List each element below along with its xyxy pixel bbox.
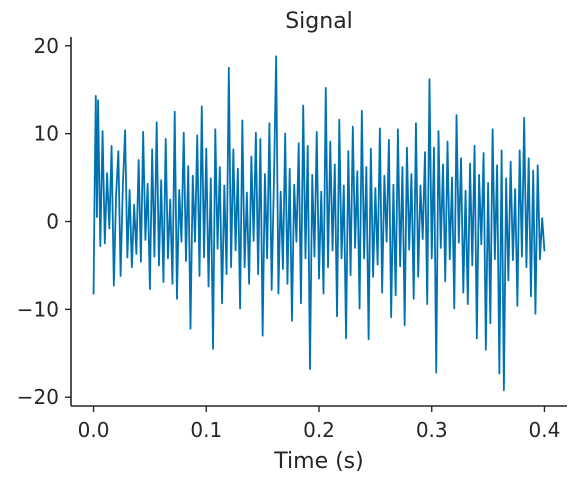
x-tick-label: 0.0 xyxy=(78,418,110,442)
signal-line xyxy=(92,55,546,392)
x-tick-label: 0.3 xyxy=(416,418,448,442)
y-tick-label: 20 xyxy=(34,34,59,58)
x-axis-ticks: 0.0 0.1 0.2 0.3 0.4 xyxy=(78,406,561,442)
x-axis-label: Time (s) xyxy=(273,449,363,474)
plot-series xyxy=(92,55,546,392)
x-tick-label: 0.1 xyxy=(190,418,222,442)
y-tick-label: 0 xyxy=(46,210,59,234)
y-tick-label: −20 xyxy=(17,385,59,409)
chart-title: Signal xyxy=(285,9,353,34)
y-tick-label: −10 xyxy=(17,297,59,321)
y-tick-label: 10 xyxy=(34,122,59,146)
x-tick-label: 0.2 xyxy=(303,418,335,442)
y-axis-ticks: 20 10 0 −10 −20 xyxy=(17,34,71,409)
x-tick-label: 0.4 xyxy=(529,418,561,442)
